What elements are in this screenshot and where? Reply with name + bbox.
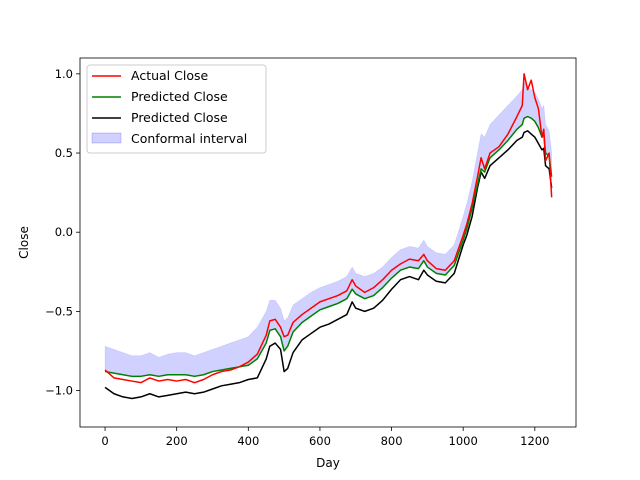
y-tick-label: 1.0 [55,67,73,81]
y-tick-label: 0.5 [55,146,73,160]
y-tick-label: −1.0 [45,384,73,398]
x-axis-ticks: 0 200 400 600 800 1000 1200 [101,427,549,448]
x-axis-label: Day [316,456,340,470]
y-tick-label: 0.0 [55,225,73,239]
x-tick-label: 400 [237,434,259,448]
x-tick-label: 1000 [449,434,478,448]
series-line-predicted-close-black [104,130,553,400]
y-tick-label: −0.5 [45,304,73,318]
y-axis-label: Close [17,226,31,259]
x-tick-label: 200 [166,434,188,448]
legend-label-predicted-close-black: Predicted Close [131,110,228,125]
legend-swatch-conformal-interval [91,132,122,144]
x-tick-label: 800 [381,434,403,448]
legend-label-actual-close: Actual Close [131,68,208,83]
legend-box [86,64,267,154]
x-tick-label: 0 [101,434,108,448]
legend: Actual Close Predicted Close Predicted C… [86,64,267,154]
series-line-actual-close [104,73,553,384]
x-tick-label: 1200 [520,434,549,448]
y-axis-ticks: −1.0 −0.5 0.0 0.5 1.0 [45,67,80,398]
plot-frame [79,57,577,428]
series-line-predicted-close-green [104,115,553,378]
legend-label-conformal-interval: Conformal interval [131,131,247,146]
series-layer [104,73,553,400]
legend-label-predicted-close-green: Predicted Close [131,89,228,104]
x-tick-label: 600 [309,434,331,448]
